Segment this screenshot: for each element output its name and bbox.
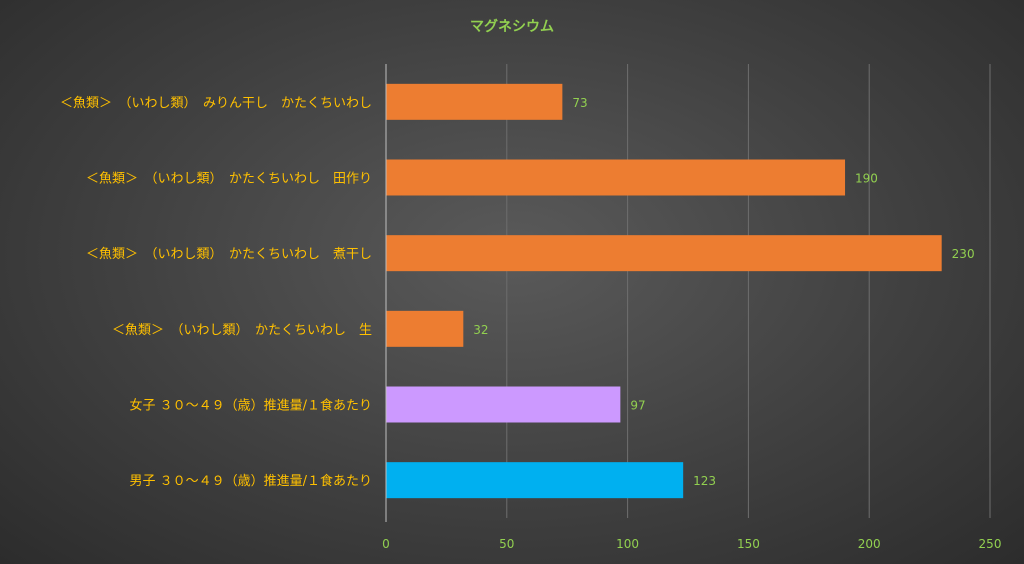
bar	[386, 235, 942, 272]
x-tick-labels: 0 50 100 150 200 250	[382, 537, 1001, 551]
category-label: ＜魚類＞ （いわし類） かたくちいわし 煮干し	[86, 247, 372, 262]
category-label: 男子 ３０～４９（歳）推進量/１食あたり	[129, 473, 372, 489]
bar	[386, 83, 563, 120]
data-label: 97	[630, 399, 645, 413]
data-label: 32	[473, 323, 488, 337]
bar	[386, 462, 684, 499]
category-label: ＜魚類＞ （いわし類） かたくちいわし 生	[112, 323, 372, 338]
bar	[386, 386, 621, 423]
x-tick-label: 150	[737, 537, 760, 551]
data-label: 190	[855, 172, 878, 186]
data-label: 73	[572, 96, 587, 110]
bar	[386, 310, 464, 347]
x-tick-label: 100	[616, 537, 639, 551]
data-label: 123	[693, 474, 716, 488]
x-tick-label: 0	[382, 537, 390, 551]
category-label: 女子 ３０～４９（歳）推進量/１食あたり	[129, 398, 372, 414]
gridlines	[506, 64, 991, 518]
bar	[386, 159, 846, 196]
data-label: 230	[952, 247, 975, 261]
category-label: ＜魚類＞ （いわし類） かたくちいわし 田作り	[86, 172, 372, 187]
category-labels: ＜魚類＞ （いわし類） みりん干し かたくちいわし ＜魚類＞ （いわし類） かたく…	[60, 96, 372, 489]
bars	[386, 83, 942, 499]
data-labels: 73 190 230 32 97 123	[473, 96, 974, 488]
x-tick-label: 250	[979, 537, 1002, 551]
category-label: ＜魚類＞ （いわし類） みりん干し かたくちいわし	[60, 96, 372, 111]
x-tick-label: 200	[858, 537, 881, 551]
x-tick-label: 50	[499, 537, 514, 551]
chart-title: マグネシウム	[470, 18, 554, 35]
